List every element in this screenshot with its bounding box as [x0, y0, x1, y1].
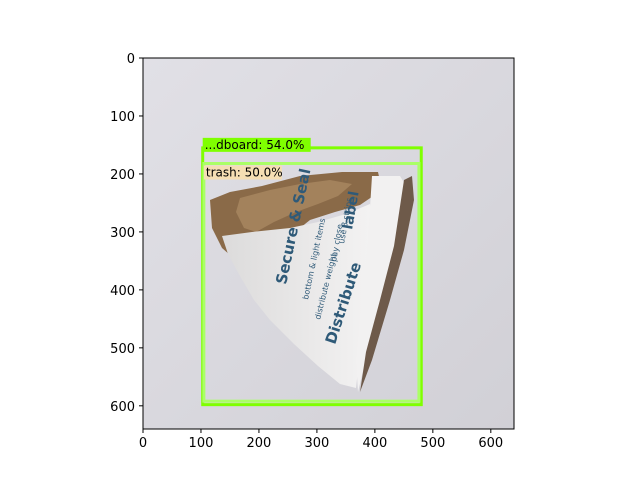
- detection-label: ...dboard: 54.0%: [205, 138, 305, 152]
- detection-1: trash: 50.0%: [202, 162, 421, 403]
- y-tick-label: 400: [110, 284, 135, 299]
- bounding-box: [202, 162, 421, 403]
- detections: ...dboard: 54.0% trash: 50.0%: [201, 137, 423, 407]
- x-tick-label: 100: [189, 436, 214, 451]
- y-axis: 0 100 200 300 400 500 600: [110, 52, 143, 415]
- detection-label: trash: 50.0%: [206, 166, 283, 180]
- label-background: [203, 165, 282, 180]
- y-tick-label: 500: [110, 342, 135, 357]
- label-background: [202, 137, 311, 152]
- axes-frame: [142, 57, 515, 430]
- x-tick-label: 500: [420, 436, 445, 451]
- y-tick-label: 100: [110, 110, 135, 125]
- x-tick-label: 300: [304, 436, 329, 451]
- y-tick-label: 600: [110, 400, 135, 415]
- x-tick-label: 200: [247, 436, 272, 451]
- x-tick-label: 600: [478, 436, 503, 451]
- y-tick-label: 300: [110, 226, 135, 241]
- x-tick-label: 0: [139, 436, 147, 451]
- y-tick-label: 0: [127, 52, 135, 67]
- y-tick-label: 200: [110, 168, 135, 183]
- x-axis: 0 100 200 300 400 500 600: [139, 429, 503, 451]
- photo: Distribute Secure & Seal label bottom & …: [143, 58, 514, 429]
- x-tick-label: 400: [362, 436, 387, 451]
- crumpled-cardboard: Distribute Secure & Seal label bottom & …: [210, 167, 414, 392]
- printed-word: label: [340, 190, 362, 231]
